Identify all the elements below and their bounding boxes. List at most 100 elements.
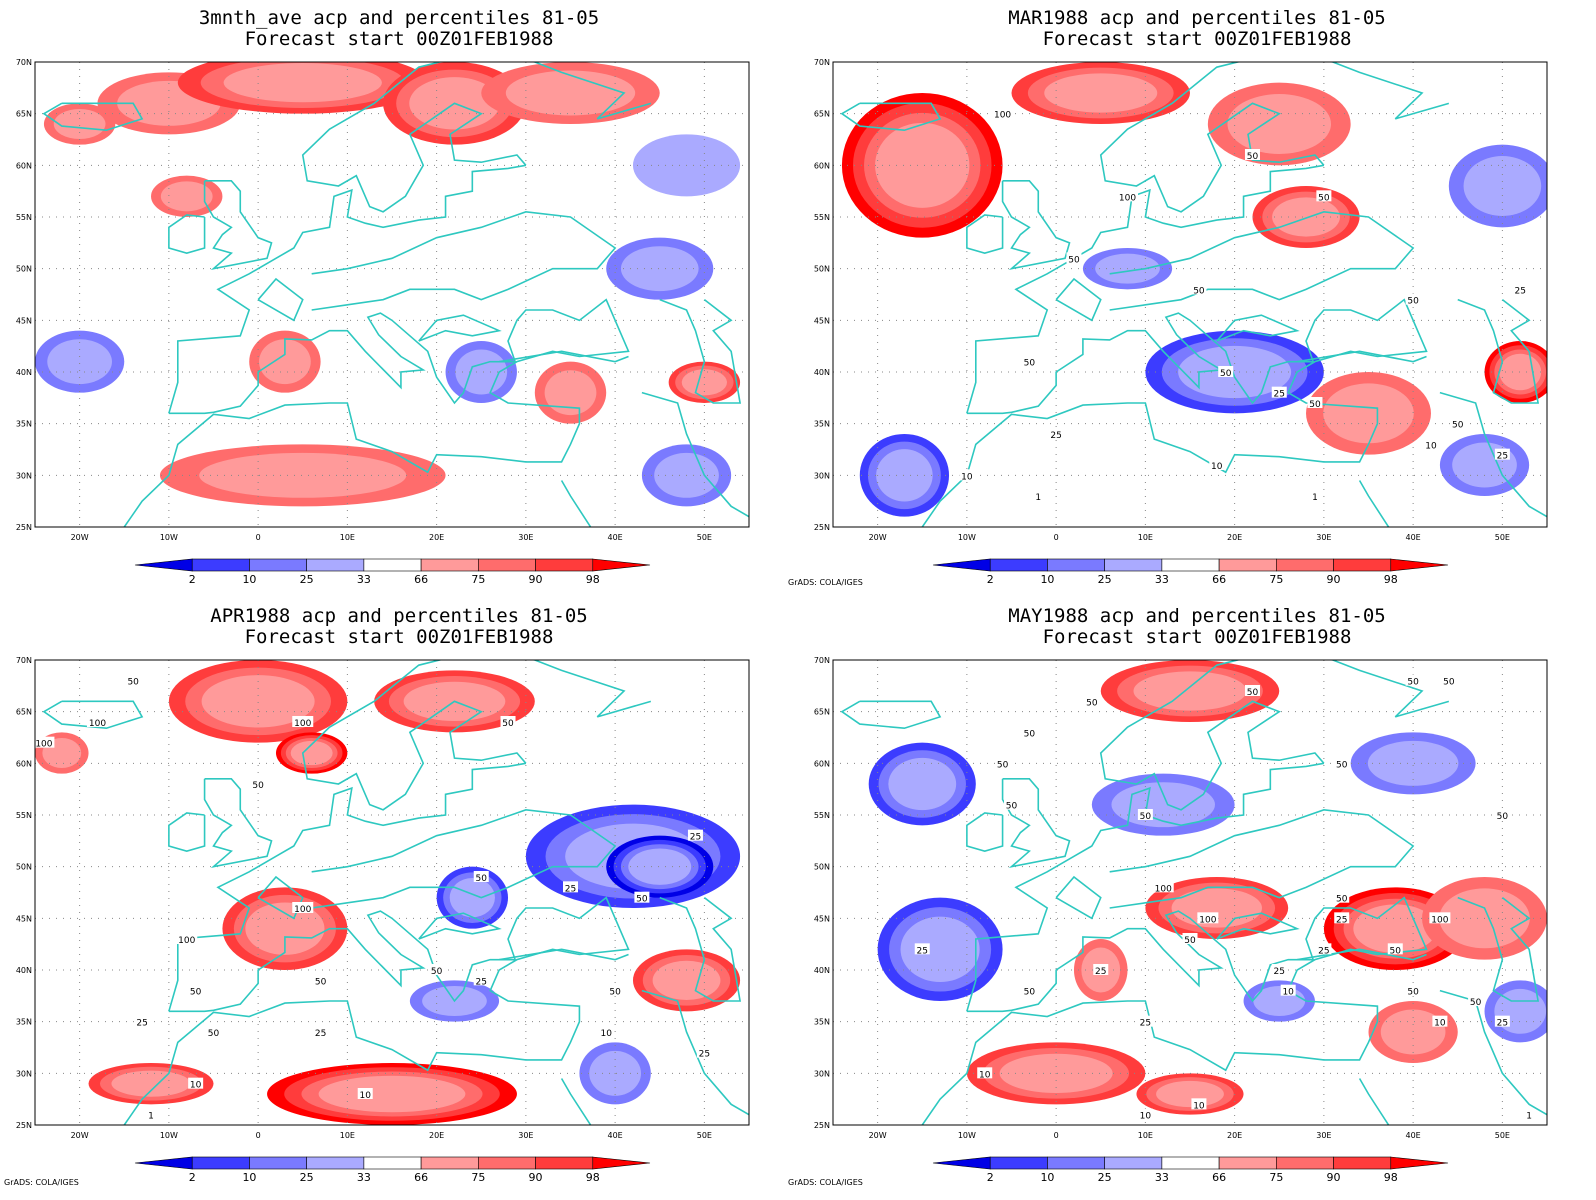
lon-tick-label: 50E [697, 1131, 712, 1140]
lat-tick-label: 25N [16, 523, 32, 532]
contour-label-bg [1494, 809, 1510, 820]
percentile-shade [1367, 740, 1459, 786]
percentile-shade [544, 370, 597, 416]
contour-label: 50 [1140, 812, 1152, 822]
contour-label: 50 [127, 678, 139, 688]
map-panel-may1988: MAY1988 acp and percentiles 81-05 Foreca… [788, 598, 1596, 1196]
map-shading: 50 50 50 50 50 50 50 50 50 50 100 100 50 25 100 50 25 50 2… [833, 660, 1547, 1125]
colorbar-segment [191, 558, 250, 572]
contour-label: 25 [565, 884, 576, 894]
contour-label-bg [995, 757, 1011, 769]
contour-label-bg [473, 871, 489, 882]
colorbar-label: 66 [414, 1171, 428, 1184]
lat-tick-label: 25N [814, 1121, 830, 1130]
contour-label: 50 [1184, 936, 1196, 946]
contour-label-bg [1021, 355, 1037, 367]
colorbar-label: 25 [300, 1171, 314, 1184]
colorbar-segment [1276, 1156, 1334, 1170]
coastline [498, 948, 629, 961]
contour-label-bg [1117, 190, 1139, 202]
lat-tick-label: 65N [814, 708, 830, 717]
contour-label: 50 [1443, 678, 1455, 688]
contour-label-bg [206, 1026, 221, 1037]
panel-title-line2: Forecast start 00Z01FEB1988 [244, 626, 554, 648]
coastline [1099, 660, 1450, 811]
lon-tick-label: 50E [697, 533, 712, 542]
colorbar-segment [420, 558, 479, 572]
colorbar-segment [535, 1156, 594, 1170]
colorbar-segment [932, 558, 991, 572]
lon-tick-label: 10W [958, 533, 976, 542]
colorbar-label: 33 [357, 573, 371, 586]
contour-label: 50 [315, 977, 327, 987]
contour-label: 50 [1220, 369, 1232, 379]
lat-tick-label: 60N [16, 759, 32, 768]
contour-label: 50 [1336, 760, 1348, 770]
panel-title-line2: Forecast start 00Z01FEB1988 [1042, 626, 1352, 648]
lon-tick-label: 40E [608, 533, 623, 542]
contour-label-bg [35, 736, 55, 748]
lon-tick-label: 30E [1316, 533, 1331, 542]
colorbar-label: 25 [300, 573, 314, 586]
contour-label: 25 [917, 946, 928, 956]
colorbar-label: 2 [987, 1171, 994, 1184]
contour-label-bg [1084, 695, 1100, 707]
contour-label: 100 [294, 719, 311, 729]
percentile-shade [53, 109, 106, 139]
colorbar-segment [478, 1156, 536, 1170]
contour-label-bg [292, 716, 314, 727]
contour-label-bg [1137, 1015, 1153, 1027]
contour-label-bg [429, 964, 445, 975]
contour-label-bg [86, 716, 108, 727]
colorbar-segment [306, 1156, 365, 1170]
lat-tick-label: 50N [16, 863, 32, 872]
coastline [1109, 809, 1415, 909]
coastline [1055, 277, 1102, 322]
map-shading [35, 62, 749, 527]
map-frame [832, 61, 1548, 528]
lat-tick-label: 60N [16, 161, 32, 170]
percentile-shade [1227, 94, 1332, 154]
contour-label-bg [1066, 252, 1082, 264]
percentile-shade [259, 339, 311, 385]
lon-tick-label: 20W [71, 533, 89, 542]
contour-label: 1 [1035, 493, 1041, 503]
contour-label-bg [1271, 964, 1287, 975]
coastline [123, 896, 630, 1125]
colorbar-label: 75 [1269, 573, 1283, 586]
coastline [921, 896, 1428, 1125]
contour-label: 10 [1282, 988, 1294, 998]
contour-label: 25 [1095, 967, 1106, 977]
contour-label: 50 [1086, 698, 1098, 708]
panel-title-line1: APR1988 acp and percentiles 81-05 [210, 605, 588, 627]
percentile-shade [318, 1075, 466, 1113]
coastline [311, 211, 617, 311]
percentile-shade [1133, 671, 1247, 711]
contour-label-bg [1450, 417, 1466, 429]
lat-tick-label: 40N [814, 368, 830, 377]
lat-tick-label: 30N [814, 471, 830, 480]
contour-label-bg [1334, 891, 1350, 903]
coastline [840, 102, 942, 132]
contour-label: 10 [359, 1091, 371, 1101]
lat-tick-label: 35N [814, 420, 830, 429]
coastline [1099, 62, 1450, 213]
lon-tick-label: 20W [71, 1131, 89, 1140]
contour-label-bg [1280, 984, 1296, 996]
coastline [498, 350, 629, 363]
lat-tick-label: 30N [16, 1069, 32, 1078]
contour-label: 25 [699, 1050, 710, 1060]
colorbar-label: 90 [529, 1171, 543, 1184]
colorbar-segment [1276, 558, 1334, 572]
contour-label-bg [313, 974, 329, 986]
map-background [35, 62, 749, 527]
contour-label-bg [1310, 490, 1320, 501]
contour-label: 1 [148, 1112, 154, 1122]
coastline [311, 809, 617, 909]
contour-label-bg [146, 1108, 156, 1120]
colorbar-segment [1104, 558, 1163, 572]
contour-label: 50 [636, 895, 648, 905]
coastline [257, 875, 304, 920]
coastline [1457, 896, 1540, 1002]
contour-label: 100 [1119, 193, 1136, 203]
